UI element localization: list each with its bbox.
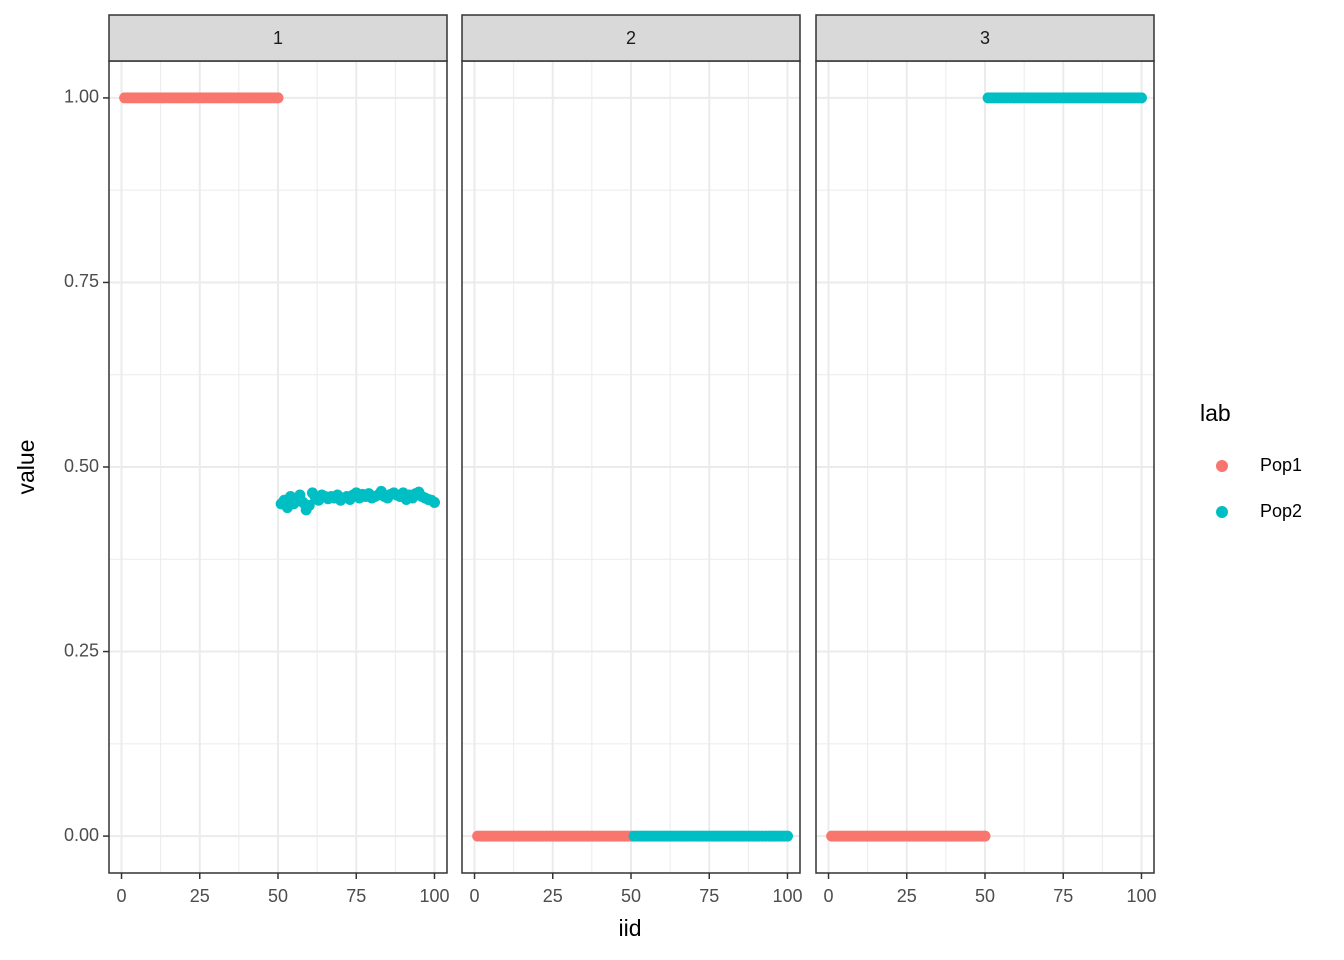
y-tick-label: 0.00	[64, 825, 99, 845]
x-tick-label: 0	[824, 886, 834, 906]
point	[428, 496, 440, 508]
y-tick-label: 1.00	[64, 87, 99, 107]
strip	[108, 14, 448, 62]
legend-title: lab	[1200, 400, 1231, 426]
x-tick-label: 25	[190, 886, 210, 906]
x-tick-label: 75	[699, 886, 719, 906]
point	[1135, 92, 1147, 104]
x-tick-label: 25	[897, 886, 917, 906]
legend-key	[1216, 460, 1228, 472]
strip-label: 3	[980, 28, 990, 48]
point	[303, 499, 315, 511]
x-tick-label: 100	[419, 886, 449, 906]
x-tick-label: 100	[772, 886, 802, 906]
x-tick-label: 50	[268, 886, 288, 906]
strip	[815, 14, 1155, 62]
legend-label: Pop1	[1260, 455, 1302, 475]
point	[272, 92, 284, 104]
legend-label: Pop2	[1260, 501, 1302, 521]
point	[979, 830, 991, 842]
x-axis-title: iid	[618, 915, 641, 941]
y-tick-label: 0.75	[64, 271, 99, 291]
y-tick-label: 0.50	[64, 456, 99, 476]
x-tick-label: 0	[470, 886, 480, 906]
x-tick-label: 25	[543, 886, 563, 906]
x-tick-label: 75	[346, 886, 366, 906]
legend-key	[1216, 506, 1228, 518]
y-tick-label: 0.25	[64, 640, 99, 660]
point	[781, 830, 793, 842]
strip-label: 1	[273, 28, 283, 48]
x-tick-label: 75	[1053, 886, 1073, 906]
x-tick-label: 50	[975, 886, 995, 906]
y-axis-title: value	[13, 440, 39, 495]
x-tick-label: 50	[621, 886, 641, 906]
strip-label: 2	[626, 28, 636, 48]
strip	[461, 14, 801, 62]
x-tick-label: 0	[117, 886, 127, 906]
x-tick-label: 100	[1126, 886, 1156, 906]
